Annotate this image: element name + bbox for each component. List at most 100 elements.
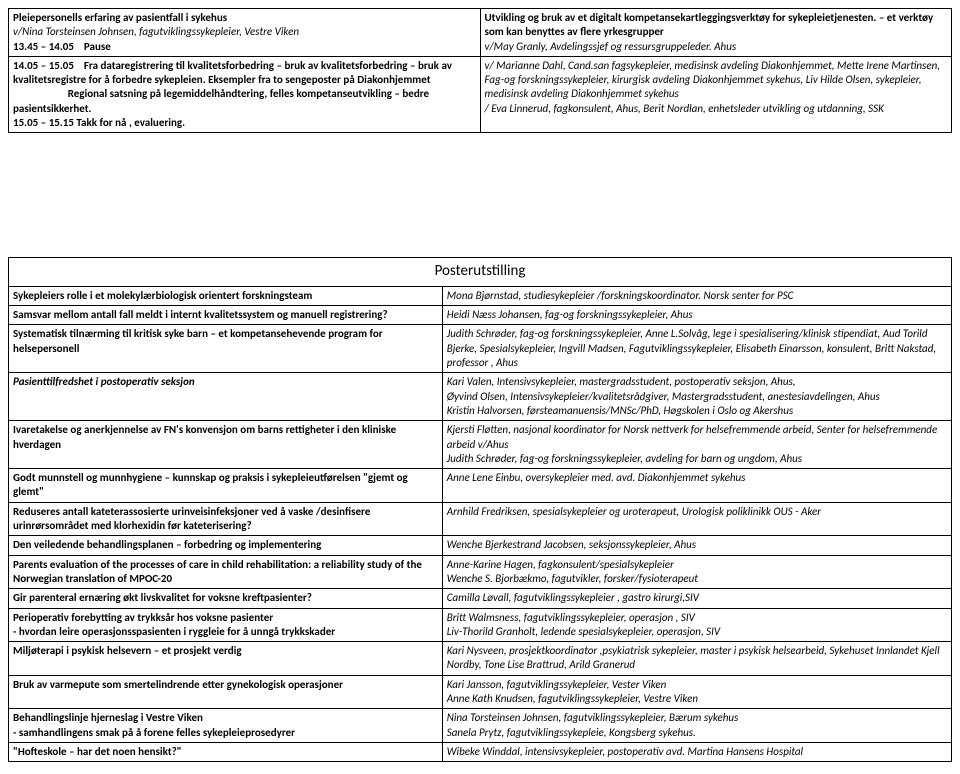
poster-row: Perioperativ forebytting av trykksår hos…	[9, 608, 952, 642]
poster-left: Miljøterapi i psykisk helsevern – et pro…	[9, 642, 443, 676]
text-line: Judith Schrøder, fag-og forskningssykepl…	[447, 327, 947, 370]
poster-right: Britt Walmsness, fagutviklingssykepleier…	[442, 608, 951, 642]
text-line: Kari Jansson, fagutviklingssykepleier, V…	[447, 678, 947, 692]
text-line: Behandlingslinje hjerneslag i Vestre Vik…	[13, 711, 438, 725]
poster-right: Mona Bjørnstad, studiesykepleier /forskn…	[442, 286, 951, 305]
text-line: Nina Torsteinsen Johnsen, fagutviklingss…	[447, 711, 947, 725]
text-line: Parents evaluation of the processes of c…	[13, 558, 438, 587]
text-line: Arnhild Fredriksen, spesialsykepleier og…	[447, 505, 947, 519]
text-line: Anne-Karine Hagen, fagkonsulent/spesials…	[447, 558, 947, 572]
poster-right: Kjersti Fløtten, nasjonal koordinator fo…	[442, 421, 951, 469]
poster-row: Sykepleiers rolle i et molekylærbiologis…	[9, 286, 952, 305]
text-line: Utvikling og bruk av et digitalt kompeta…	[485, 11, 948, 40]
schedule-right: v/ Marianne Dahl, Cand.san fagsykepleier…	[480, 56, 952, 132]
poster-left: Systematisk tilnærming til kritisk syke …	[9, 325, 443, 373]
text-line: Judith Schrøder, fag-og forskningssykepl…	[447, 452, 947, 466]
poster-row: Reduseres antall kateterassosierte urinv…	[9, 502, 952, 536]
text-line: Wibeke Winddal, intensivsykepleier, post…	[447, 745, 947, 759]
text-line: Øyvind Olsen, Intensivsykepleier/kvalite…	[447, 390, 947, 404]
text-line: Mona Bjørnstad, studiesykepleier /forskn…	[447, 289, 947, 303]
poster-title: Posterutstilling	[9, 258, 952, 287]
text-line: Sanela Prytz, fagutviklingssykepleie, Ko…	[447, 726, 947, 740]
text-line: Gir parenteral ernæring økt livskvalitet…	[13, 591, 438, 605]
poster-left: Godt munnstell og munnhygiene – kunnskap…	[9, 469, 443, 503]
poster-left: Reduseres antall kateterassosierte urinv…	[9, 502, 443, 536]
poster-right: Judith Schrøder, fag-og forskningssykepl…	[442, 325, 951, 373]
text-line: - samhandlingens smak på å forene felles…	[13, 726, 438, 740]
text-line: Britt Walmsness, fagutviklingssykepleier…	[447, 611, 947, 625]
spacer	[8, 137, 952, 257]
poster-left: Den veiledende behandlingsplanen – forbe…	[9, 536, 443, 555]
poster-left: Perioperativ forebytting av trykksår hos…	[9, 608, 443, 642]
text-line: Liv-Thorild Granholt, ledende spesialsyk…	[447, 625, 947, 639]
poster-row: Systematisk tilnærming til kritisk syke …	[9, 325, 952, 373]
schedule-row: 14.05 – 15.05 Fra dataregistrering til k…	[9, 56, 952, 132]
poster-row: Parents evaluation of the processes of c…	[9, 555, 952, 589]
poster-left: Gir parenteral ernæring økt livskvalitet…	[9, 589, 443, 608]
poster-right: Arnhild Fredriksen, spesialsykepleier og…	[442, 502, 951, 536]
text-line: Godt munnstell og munnhygiene – kunnskap…	[13, 471, 438, 500]
schedule-row: Pleiepersonells erfaring av pasientfall …	[9, 9, 952, 57]
text-line: Reduseres antall kateterassosierte urinv…	[13, 505, 438, 534]
poster-right: Kari Nysveen, prosjektkoordinator ,psyki…	[442, 642, 951, 676]
text-line: Wenche S. Bjorbækmo, fagutvikler, forske…	[447, 572, 947, 586]
text-line: Camilla Løvall, fagutviklingssykepleier …	[447, 591, 947, 605]
poster-left: Bruk av varmepute som smertelindrende et…	[9, 675, 443, 709]
text-line: Den veiledende behandlingsplanen – forbe…	[13, 538, 438, 552]
poster-left: "Hofteskole – har det noen hensikt?"	[9, 742, 443, 761]
poster-right: Wenche Bjerkestrand Jacobsen, seksjonssy…	[442, 536, 951, 555]
text-line: "Hofteskole – har det noen hensikt?"	[13, 745, 438, 759]
poster-row: Behandlingslinje hjerneslag i Vestre Vik…	[9, 709, 952, 743]
poster-left: Samsvar mellom antall fall meldt i inter…	[9, 306, 443, 325]
poster-left: Ivaretakelse og anerkjennelse av FN's ko…	[9, 421, 443, 469]
poster-right: Anne Lene Einbu, oversykepleier med. avd…	[442, 469, 951, 503]
poster-left: Sykepleiers rolle i et molekylærbiologis…	[9, 286, 443, 305]
text-line: Systematisk tilnærming til kritisk syke …	[13, 327, 438, 356]
text-line: Bruk av varmepute som smertelindrende et…	[13, 678, 438, 692]
schedule-left: 14.05 – 15.05 Fra dataregistrering til k…	[9, 56, 481, 132]
text-line: 14.05 – 15.05 Fra dataregistrering til k…	[13, 59, 476, 88]
text-line: Anne Kath Knudsen, fagutviklingssykeplei…	[447, 692, 947, 706]
poster-row: Den veiledende behandlingsplanen – forbe…	[9, 536, 952, 555]
poster-right: Kari Jansson, fagutviklingssykepleier, V…	[442, 675, 951, 709]
text-line: Sykepleiers rolle i et molekylærbiologis…	[13, 289, 438, 303]
poster-right: Heidi Næss Johansen, fag-og forskningssy…	[442, 306, 951, 325]
poster-row: Godt munnstell og munnhygiene – kunnskap…	[9, 469, 952, 503]
text-line: Wenche Bjerkestrand Jacobsen, seksjonssy…	[447, 538, 947, 552]
poster-right: Anne-Karine Hagen, fagkonsulent/spesials…	[442, 555, 951, 589]
text-line: v/ Marianne Dahl, Cand.san fagsykepleier…	[485, 59, 948, 102]
schedule-table: Pleiepersonells erfaring av pasientfall …	[8, 8, 952, 133]
text-line: 13.45 – 14.05 Pause	[13, 40, 476, 54]
poster-left: Behandlingslinje hjerneslag i Vestre Vik…	[9, 709, 443, 743]
text-line: / Eva Linnerud, fagkonsulent, Ahus, Beri…	[485, 102, 948, 116]
text-line: Ivaretakelse og anerkjennelse av FN's ko…	[13, 423, 438, 452]
poster-row: Miljøterapi i psykisk helsevern – et pro…	[9, 642, 952, 676]
text-line: - hvordan leire operasjonsspasienten i r…	[13, 625, 438, 639]
text-line: Heidi Næss Johansen, fag-og forskningssy…	[447, 308, 947, 322]
text-line: v/May Granly, Avdelingssjef og ressursgr…	[485, 40, 948, 54]
poster-left: Parents evaluation of the processes of c…	[9, 555, 443, 589]
text-line: 15.05 – 15.15 Takk for nå , evaluering.	[13, 116, 476, 130]
poster-right: Nina Torsteinsen Johnsen, fagutviklingss…	[442, 709, 951, 743]
poster-row: Pasienttilfredshet i postoperativ seksjo…	[9, 373, 952, 421]
poster-row: Samsvar mellom antall fall meldt i inter…	[9, 306, 952, 325]
poster-row: "Hofteskole – har det noen hensikt?" Wibe…	[9, 742, 952, 761]
poster-row: Ivaretakelse og anerkjennelse av FN's ko…	[9, 421, 952, 469]
text-line: Kjersti Fløtten, nasjonal koordinator fo…	[447, 423, 947, 452]
text-line: Kari Nysveen, prosjektkoordinator ,psyki…	[447, 644, 947, 673]
text-line: Miljøterapi i psykisk helsevern – et pro…	[13, 644, 438, 658]
poster-row: Gir parenteral ernæring økt livskvalitet…	[9, 589, 952, 608]
text-line: Samsvar mellom antall fall meldt i inter…	[13, 308, 438, 322]
text-line: Kristin Halvorsen, førsteamanuensis/MNSc…	[447, 404, 947, 418]
poster-right: Wibeke Winddal, intensivsykepleier, post…	[442, 742, 951, 761]
poster-table: Posterutstilling Sykepleiers rolle i et …	[8, 257, 952, 762]
poster-right: Kari Valen, Intensivsykepleier, mastergr…	[442, 373, 951, 421]
schedule-right: Utvikling og bruk av et digitalt kompeta…	[480, 9, 952, 57]
text-line: Kari Valen, Intensivsykepleier, mastergr…	[447, 375, 947, 389]
poster-row: Bruk av varmepute som smertelindrende et…	[9, 675, 952, 709]
text-line: Regional satsning på legemiddelhåndterin…	[13, 87, 476, 116]
text-line: Anne Lene Einbu, oversykepleier med. avd…	[447, 471, 947, 485]
poster-right: Camilla Løvall, fagutviklingssykepleier …	[442, 589, 951, 608]
poster-left: Pasienttilfredshet i postoperativ seksjo…	[9, 373, 443, 421]
text-line: Pleiepersonells erfaring av pasientfall …	[13, 11, 476, 25]
